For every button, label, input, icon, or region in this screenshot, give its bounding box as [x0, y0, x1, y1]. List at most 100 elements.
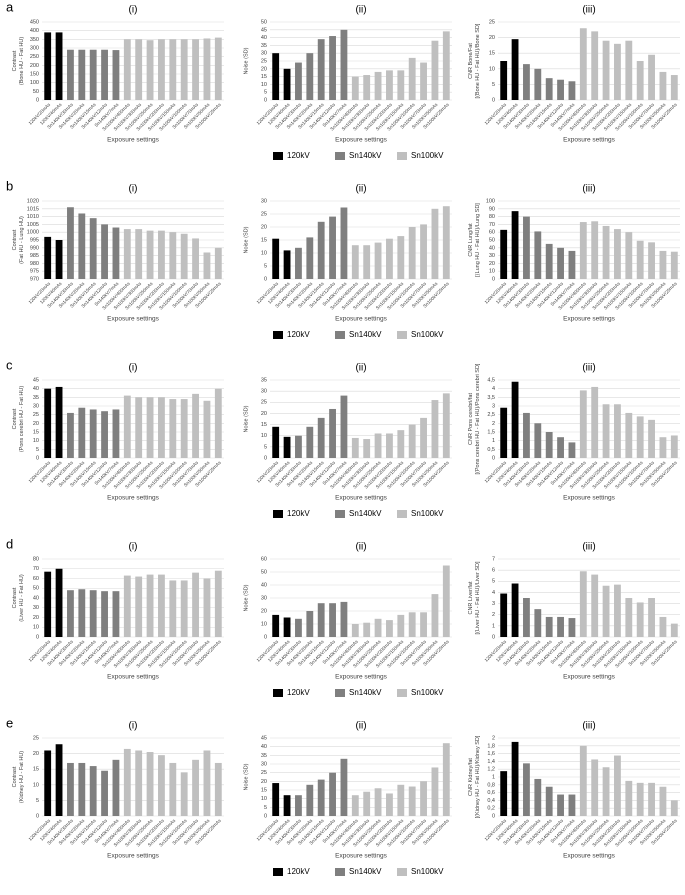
bar [579, 390, 587, 458]
y-axis-label: [(Bone HU - Fat HU)/Bone SD] [475, 23, 481, 98]
y-axis-label: Noise (SD) [243, 47, 249, 74]
bar [135, 39, 143, 100]
legend-label: 120kV [287, 688, 310, 697]
bar [112, 227, 120, 279]
bar [408, 424, 416, 458]
y-tick-label: 2 [492, 421, 495, 427]
bar [523, 412, 530, 458]
panel-letter: c [6, 357, 13, 372]
bar [329, 772, 336, 816]
y-tick-label: 25 [489, 19, 495, 25]
bar [135, 576, 143, 637]
bar [192, 39, 199, 100]
bar [67, 590, 74, 637]
y-tick-label: 0 [492, 97, 495, 103]
bar [295, 618, 302, 637]
x-axis-label: Exposure settings [335, 853, 387, 860]
bar [214, 37, 222, 100]
bar [340, 601, 348, 637]
y-tick-label: 0 [264, 455, 267, 461]
bar [442, 393, 450, 458]
bar [306, 784, 314, 816]
bar [579, 28, 587, 101]
y-tick-label: 0 [492, 455, 495, 461]
bar [169, 762, 177, 816]
bar [101, 591, 108, 637]
legend-label: 120kV [287, 867, 310, 876]
bar [648, 419, 655, 458]
bar [511, 381, 519, 458]
legend-label: Sn100kV [411, 330, 444, 339]
legend-label: Sn100kV [411, 688, 444, 697]
y-tick-label: 0 [492, 813, 495, 819]
bar [534, 778, 542, 816]
bar [89, 590, 97, 637]
bar [568, 794, 576, 816]
y-axis-label: [(Lung HU - Fat HU)/Lung SD] [475, 203, 481, 277]
bar [89, 409, 97, 458]
bar [420, 417, 427, 458]
y-tick-label: 20 [261, 411, 267, 417]
x-axis-label: Exposure settings [335, 316, 387, 323]
y-tick-label: 400 [30, 28, 39, 34]
bar [55, 744, 63, 816]
y-tick-label: 10 [261, 250, 267, 256]
y-axis-label: Contrast [12, 50, 18, 71]
bar [203, 38, 211, 100]
chart-title: (ii) [355, 363, 366, 374]
y-tick-label: 30 [489, 253, 495, 259]
bar [648, 598, 655, 637]
bar [625, 598, 633, 637]
bar [636, 602, 644, 637]
y-tick-label: 10 [261, 621, 267, 627]
bar [112, 591, 120, 637]
bar [283, 617, 291, 637]
y-tick-label: 35 [261, 753, 267, 759]
bar [431, 594, 439, 637]
y-tick-label: 1,8 [487, 743, 495, 749]
x-axis-label: Exposure settings [563, 137, 615, 144]
bar [602, 585, 610, 637]
legend-label: Sn100kV [411, 509, 444, 518]
x-axis-label: Exposure settings [107, 316, 159, 323]
y-axis-label: Noise (SD) [243, 763, 249, 790]
y-tick-label: 15 [261, 787, 267, 793]
y-tick-label: 5 [492, 82, 495, 88]
bar [146, 397, 154, 458]
legend-swatch [397, 510, 407, 518]
bar [397, 70, 405, 100]
bar [44, 571, 52, 637]
bar [579, 571, 587, 637]
y-tick-label: 15 [261, 237, 267, 243]
y-axis-label: [(Kidney HU - Fat HU)/Kidney SD] [475, 735, 481, 818]
panel-letter: e [6, 715, 13, 730]
bar [636, 416, 644, 458]
y-tick-label: 25 [261, 400, 267, 406]
y-tick-label: 1,4 [487, 759, 495, 765]
bar [534, 231, 542, 279]
y-axis-label: Contrast [12, 766, 18, 787]
legend-swatch [397, 331, 407, 339]
bar [295, 62, 302, 100]
y-tick-label: 450 [30, 19, 39, 25]
y-tick-label: 10 [33, 438, 39, 444]
bar [431, 208, 439, 279]
x-axis-label: Exposure settings [335, 137, 387, 144]
y-tick-label: 35 [261, 377, 267, 383]
bar [670, 435, 678, 458]
y-tick-label: 20 [33, 615, 39, 621]
y-tick-label: 20 [33, 421, 39, 427]
bar [568, 442, 576, 458]
bar [374, 788, 382, 816]
y-tick-label: 30 [33, 403, 39, 409]
bar [420, 224, 427, 279]
bar [317, 603, 325, 637]
bar [306, 611, 314, 637]
bar [591, 386, 599, 458]
bar [670, 251, 678, 279]
y-tick-label: 10 [261, 796, 267, 802]
bar [351, 795, 359, 816]
y-tick-label: 30 [33, 605, 39, 611]
bar [659, 250, 667, 279]
bar [203, 578, 211, 637]
